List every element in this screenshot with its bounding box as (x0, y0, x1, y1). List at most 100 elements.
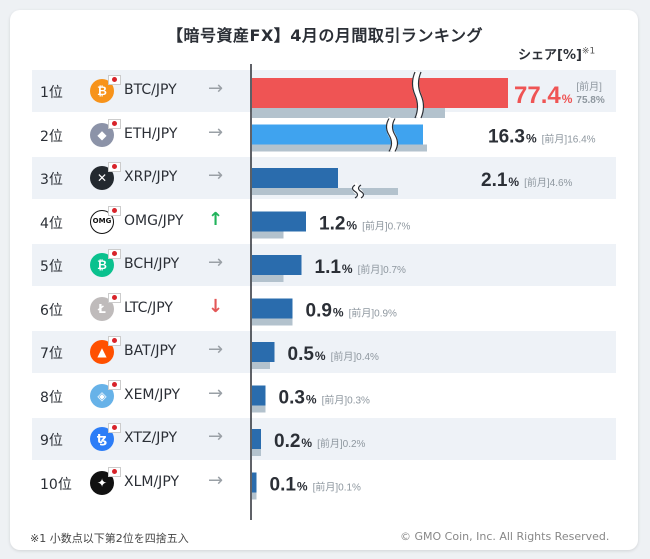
share-unit-label: % (297, 480, 308, 494)
arrow-right-icon: → (208, 382, 224, 404)
current-share-bar (252, 385, 266, 406)
jpy-flag-icon (108, 423, 121, 433)
jpy-flag-icon (108, 466, 121, 477)
prev-month-label: [前月]16.4% (542, 133, 596, 146)
current-share-bar (252, 255, 302, 275)
rank-label: 1位 (40, 85, 63, 101)
arrow-right-icon: → (208, 165, 224, 186)
prev-month-bar (252, 144, 427, 152)
rank-label: 6位 (40, 302, 63, 319)
ranking-row: 2位 ◆ ETH/JPY → (32, 114, 616, 156)
pair-label: XLM/JPY (124, 473, 180, 490)
current-share-bar (252, 298, 293, 319)
pair-label: BCH/JPY (124, 256, 180, 272)
jpy-flag-icon (108, 75, 121, 85)
footnote: ※1 小数点以下第2位を四捨五入 (30, 532, 189, 545)
current-share-bar (252, 342, 275, 362)
pair-label: XEM/JPY (124, 386, 181, 403)
arrow-right-icon: → (208, 426, 224, 447)
axis-break-mark (357, 184, 365, 199)
arrow-right-icon: → (208, 252, 224, 273)
ranking-row: 5位 ₿ BCH/JPY → (32, 244, 616, 286)
prev-month-bar (252, 492, 257, 500)
prev-month-bar (252, 231, 284, 239)
share-value-label: 1.1 (315, 257, 342, 278)
share-unit-label: % (315, 349, 326, 363)
jpy-flag-icon (108, 336, 121, 346)
prev-month-label: [前月]0.1% (313, 481, 361, 494)
share-value-label: 2.1 (481, 170, 508, 191)
jpy-flag-icon (108, 118, 121, 129)
arrow-right-icon: → (208, 121, 224, 143)
rank-label: 5位 (40, 259, 63, 275)
share-value-label: 0.1 (270, 475, 297, 496)
arrow-right-icon: → (208, 339, 224, 360)
prev-month-label: [前月]0.3% (322, 394, 370, 407)
rank-label: 2位 (40, 128, 63, 145)
rank-label: 3位 (40, 172, 63, 188)
share-unit-label: % (508, 175, 519, 189)
share-value-label: 0.9 (306, 301, 332, 322)
prev-month-bar (252, 188, 398, 195)
share-value-label: 0.3 (279, 388, 305, 409)
axis-break-mark (391, 118, 399, 152)
share-unit-label: % (346, 219, 357, 233)
share-unit-label: % (342, 262, 353, 276)
rank-label: 4位 (40, 215, 63, 232)
axis-break-gap (386, 116, 398, 154)
share-unit-label: % (526, 132, 537, 146)
arrow-right-icon: → (208, 78, 224, 99)
bch-icon: ₿ (90, 253, 114, 277)
ranking-row: 7位 ▲ BAT/JPY → (32, 331, 616, 373)
page-title: 【暗号資産FX】4月の月間取引ランキング (167, 26, 483, 45)
share-value-label: 0.5 (288, 344, 315, 365)
jpy-flag-icon (108, 249, 121, 259)
ranking-row: 6位 Ł LTC/JPY ↓ (32, 288, 616, 330)
current-share-bar (252, 211, 306, 232)
arrow-up-icon: ↑ (208, 208, 224, 230)
ranking-row: 8位 ◈ XEM/JPY → (32, 375, 616, 417)
axis-break-mark (411, 71, 419, 119)
current-share-bar (252, 168, 338, 188)
prev-month-label: [前月]0.9% (349, 307, 397, 320)
share-value-label: 0.2 (274, 431, 300, 452)
axis-break-gap (352, 182, 364, 201)
share-unit-label: % (306, 393, 317, 407)
jpy-flag-icon (108, 205, 121, 216)
share-header: シェア[%]※1 (518, 44, 595, 63)
rank-label: 7位 (40, 346, 63, 362)
prev-month-value: 75.8% (576, 95, 604, 106)
prev-month-bar (252, 108, 445, 118)
rank-label: 10位 (40, 476, 72, 493)
axis-break-mark (385, 118, 393, 152)
pair-label: LTC/JPY (124, 299, 173, 316)
ranking-row: 10位 ✦ XLM/JPY → (32, 462, 616, 504)
share-value-label: 16.3 (488, 127, 525, 148)
axis-break-mark (417, 71, 425, 119)
pair-label: XTZ/JPY (124, 430, 178, 446)
current-share-bar (252, 78, 508, 108)
rank-label: 8位 (40, 389, 63, 406)
arrow-right-icon: → (208, 469, 224, 491)
share-unit-label: % (333, 306, 344, 320)
prev-month-bar (252, 318, 293, 326)
pair-label: BTC/JPY (124, 82, 177, 98)
current-share-bar (252, 124, 423, 145)
jpy-flag-icon (108, 162, 121, 172)
prev-month-bar (252, 405, 266, 413)
pair-label: BAT/JPY (124, 343, 177, 359)
current-share-bar (252, 429, 261, 449)
ranking-row: 4位 OMG OMG/JPY ↑ (32, 201, 616, 243)
prev-month-label: [前月] (576, 80, 602, 93)
jpy-flag-icon (108, 379, 121, 390)
axis-break-mark (351, 184, 359, 199)
pair-label: XRP/JPY (124, 169, 178, 185)
share-unit-label: % (562, 92, 573, 106)
jpy-flag-icon (108, 292, 121, 303)
prev-month-bar (252, 275, 284, 282)
rank-label: 9位 (40, 433, 63, 449)
prev-month-bar (252, 362, 270, 369)
prev-month-label: [前月]0.4% (331, 350, 379, 363)
share-value-label: 1.2 (319, 214, 345, 235)
arrow-down-icon: ↓ (208, 295, 224, 317)
